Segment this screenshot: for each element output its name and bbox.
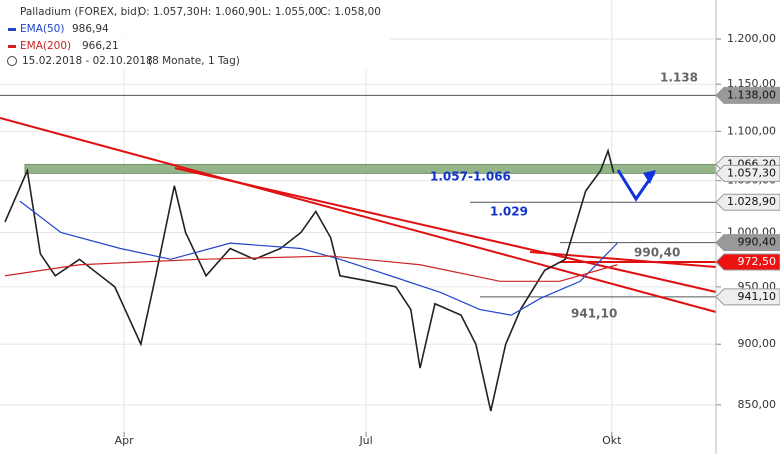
close: C: 1.058,00	[320, 6, 381, 18]
price-tag	[715, 86, 780, 104]
trend-line	[0, 117, 717, 313]
price-tag	[715, 234, 780, 252]
legend-value: 966,21	[82, 40, 119, 52]
price-tag-label: 1.028,90	[727, 195, 776, 208]
annotation: 941,10	[571, 307, 617, 321]
legend: Palladium (FOREX, bid) O: 1.057,30 H: 1.…	[0, 0, 390, 70]
y-tick-label: 900,00	[738, 337, 777, 350]
annotation: 1.138	[660, 71, 698, 85]
instrument: Palladium (FOREX, bid)	[20, 6, 141, 18]
price-tag	[715, 288, 780, 306]
trend-line	[529, 251, 717, 268]
annotation: 990,40	[634, 246, 680, 260]
projection-arrow	[616, 169, 656, 202]
arrow-head	[643, 170, 656, 184]
x-tick-label: Jul	[358, 434, 372, 447]
legend-bg	[0, 0, 390, 70]
price-tag-label: 1.057,30	[727, 166, 776, 179]
date-range: 15.02.2018 - 02.10.2018	[22, 55, 153, 67]
trend-line	[174, 167, 717, 293]
y-tick-label: 850,00	[738, 398, 777, 411]
legend-value: 986,94	[72, 23, 109, 35]
annotation: 1.029	[490, 205, 528, 219]
price-tag-label: 941,10	[738, 290, 777, 303]
y-tick-label: 1.100,00	[727, 124, 776, 137]
price-tag	[715, 193, 780, 211]
legend-label: EMA(200)	[20, 40, 71, 52]
x-tick-label: Apr	[115, 434, 135, 447]
high: H: 1.060,90	[200, 6, 262, 18]
price-tag	[715, 253, 780, 271]
open: O: 1.057,30	[138, 6, 200, 18]
legend-swatch	[8, 28, 16, 31]
price-tag	[715, 164, 780, 182]
y-tick-label: 1.200,00	[727, 32, 776, 45]
annotation: 1.057-1.066	[430, 170, 511, 184]
clock-icon	[7, 56, 17, 66]
x-tick-label: Okt	[602, 434, 622, 447]
legend-swatch	[8, 45, 16, 48]
price-tag-label: 990,40	[738, 236, 777, 249]
price-tag-label: 1.138,00	[727, 88, 776, 101]
series-line	[4, 255, 618, 282]
low: L: 1.055,00	[262, 6, 321, 18]
price-tag-label: 972,50	[738, 255, 777, 268]
legend-label: EMA(50)	[20, 23, 64, 35]
series-line	[19, 200, 618, 316]
date-span: (8 Monate, 1 Tag)	[148, 55, 240, 67]
